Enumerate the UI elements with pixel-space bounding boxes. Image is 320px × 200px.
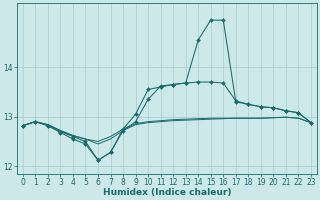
X-axis label: Humidex (Indice chaleur): Humidex (Indice chaleur) xyxy=(103,188,231,197)
